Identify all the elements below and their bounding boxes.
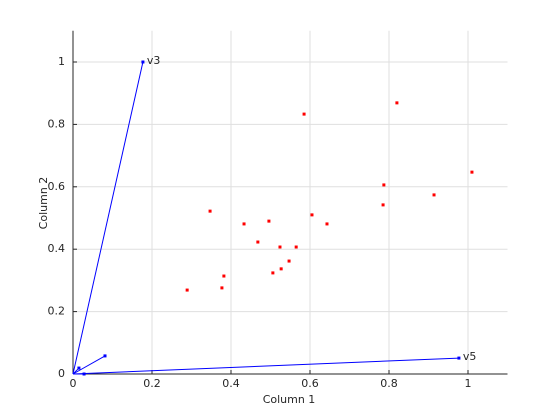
point	[325, 222, 329, 226]
point	[242, 222, 246, 226]
vector-label: v5	[463, 350, 477, 363]
vector	[72, 61, 144, 375]
x-axis-label: Column 1	[263, 393, 316, 406]
point	[302, 112, 306, 116]
point	[220, 286, 224, 290]
point	[208, 209, 212, 213]
y-tick-label: 0.6	[48, 180, 66, 193]
vector	[72, 355, 106, 375]
x-tick-label: 0.8	[380, 377, 398, 390]
point	[310, 213, 314, 217]
point	[294, 245, 298, 249]
point	[395, 101, 399, 105]
vector	[72, 357, 459, 375]
y-tick-label: 0	[58, 367, 65, 380]
y-tick-label: 0.4	[48, 242, 66, 255]
y-tick-label: 1	[58, 55, 65, 68]
y-axis-label: Column 2	[37, 177, 50, 230]
point	[185, 288, 189, 292]
vector-end	[77, 366, 81, 370]
point	[287, 259, 291, 263]
point	[432, 193, 436, 197]
y-tick-label: 0.2	[48, 305, 66, 318]
point	[279, 267, 283, 271]
vector-label: v3	[147, 54, 161, 67]
point	[222, 274, 226, 278]
x-tick-label: 0.2	[143, 377, 161, 390]
y-tick-label: 0.8	[48, 117, 66, 130]
point	[382, 183, 386, 187]
x-tick-label: 0.4	[222, 377, 240, 390]
vector-end	[457, 356, 461, 360]
point	[470, 170, 474, 174]
vector-end	[103, 354, 107, 358]
vector-end	[141, 60, 145, 64]
x-tick-label: 0.6	[301, 377, 319, 390]
point	[271, 271, 275, 275]
point	[256, 240, 260, 244]
point	[267, 219, 271, 223]
point	[381, 203, 385, 207]
x-tick-label: 1	[465, 377, 472, 390]
x-tick-label: 0	[70, 377, 77, 390]
point	[278, 245, 282, 249]
